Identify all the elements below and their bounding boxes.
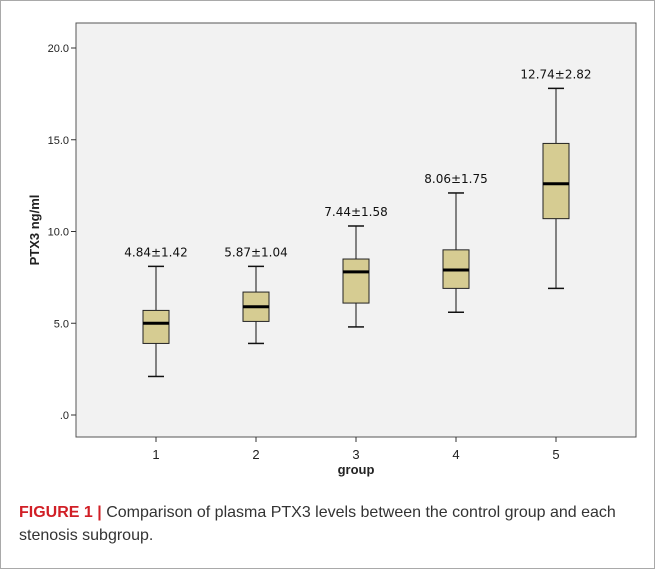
caption-label: FIGURE 1 bbox=[19, 504, 93, 521]
x-tick-label: 5 bbox=[552, 447, 559, 462]
x-axis-label: group bbox=[338, 462, 375, 477]
y-axis-label: PTX3 ng/ml bbox=[27, 195, 42, 266]
box bbox=[142, 309, 170, 344]
y-tick-label: 5.0 bbox=[54, 318, 69, 330]
y-tick-label: 10.0 bbox=[48, 227, 69, 239]
box-annotation: 4.84±1.42 bbox=[124, 245, 188, 259]
box-plot-chart: .0 5.0 10.0 15.0 20.0 1 2 3 4 5 4.84±1.42 5.87±1.… bbox=[27, 22, 637, 477]
box-series: 4.84±1.42 5.87±1.04 7.44±1.58 8.06±1.75 12.7… bbox=[124, 67, 592, 378]
box bbox=[542, 142, 570, 220]
x-tick-label: 2 bbox=[252, 447, 259, 462]
y-tick-label: .0 bbox=[60, 410, 69, 422]
figure-caption: FIGURE 1 | Comparison of plasma PTX3 lev… bbox=[19, 501, 639, 547]
caption-separator: | bbox=[97, 504, 102, 521]
x-tick-label: 3 bbox=[352, 447, 359, 462]
caption-text: Comparison of plasma PTX3 levels between… bbox=[19, 504, 616, 544]
box-annotation: 7.44±1.58 bbox=[324, 205, 388, 219]
y-axis: .0 5.0 10.0 15.0 20.0 bbox=[48, 43, 76, 422]
x-tick-label: 1 bbox=[152, 447, 159, 462]
y-tick-label: 20.0 bbox=[48, 43, 69, 55]
x-tick-label: 4 bbox=[452, 447, 459, 462]
box-annotation: 8.06±1.75 bbox=[424, 172, 488, 186]
x-axis: 1 2 3 4 5 bbox=[152, 437, 560, 462]
box-annotation: 5.87±1.04 bbox=[224, 245, 288, 259]
y-tick-label: 15.0 bbox=[48, 135, 69, 147]
box bbox=[342, 258, 370, 304]
box-annotation: 12.74±2.82 bbox=[520, 67, 591, 81]
